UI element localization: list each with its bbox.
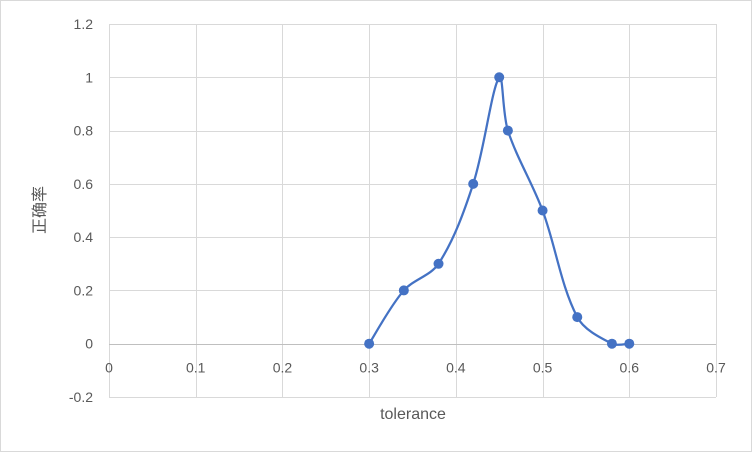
data-point <box>398 285 409 296</box>
data-point <box>502 125 513 136</box>
y-tick-label: -0.2 <box>69 389 93 405</box>
y-tick-label: 1.2 <box>74 16 94 32</box>
data-point <box>433 258 444 269</box>
series-line <box>368 75 631 346</box>
x-tick-label: 0.2 <box>273 360 293 376</box>
y-tick-label: 0.4 <box>74 229 94 245</box>
x-tick-label: 0.6 <box>620 360 640 376</box>
data-point <box>468 178 479 189</box>
data-point <box>572 312 583 323</box>
y-tick-label: 0 <box>85 336 93 352</box>
y-tick-label: 0.6 <box>74 176 94 192</box>
x-tick-label: 0.7 <box>706 360 726 376</box>
x-tick-label: 0 <box>105 360 113 376</box>
data-point <box>537 205 548 216</box>
y-tick-label: 0.2 <box>74 282 94 298</box>
series-group <box>364 72 635 349</box>
data-point <box>364 338 375 349</box>
y-tick-label: 0.8 <box>74 123 94 139</box>
data-point <box>494 72 505 83</box>
y-tick-label: 1 <box>85 69 93 85</box>
x-tick-labels: 0 0.1 0.2 0.3 0.4 0.5 0.6 0.7 <box>105 360 726 376</box>
data-point <box>606 338 617 349</box>
data-point <box>624 338 635 349</box>
x-tick-label: 0.1 <box>186 360 206 376</box>
y-tick-labels: -0.2 0 0.2 0.4 0.6 0.8 1 1.2 <box>69 16 93 405</box>
x-tick-label: 0.5 <box>533 360 553 376</box>
x-tick-label: 0.4 <box>446 360 466 376</box>
y-axis-title: 正确率 <box>31 186 49 234</box>
x-axis-title: tolerance <box>380 406 446 423</box>
x-tick-label: 0.3 <box>359 360 379 376</box>
